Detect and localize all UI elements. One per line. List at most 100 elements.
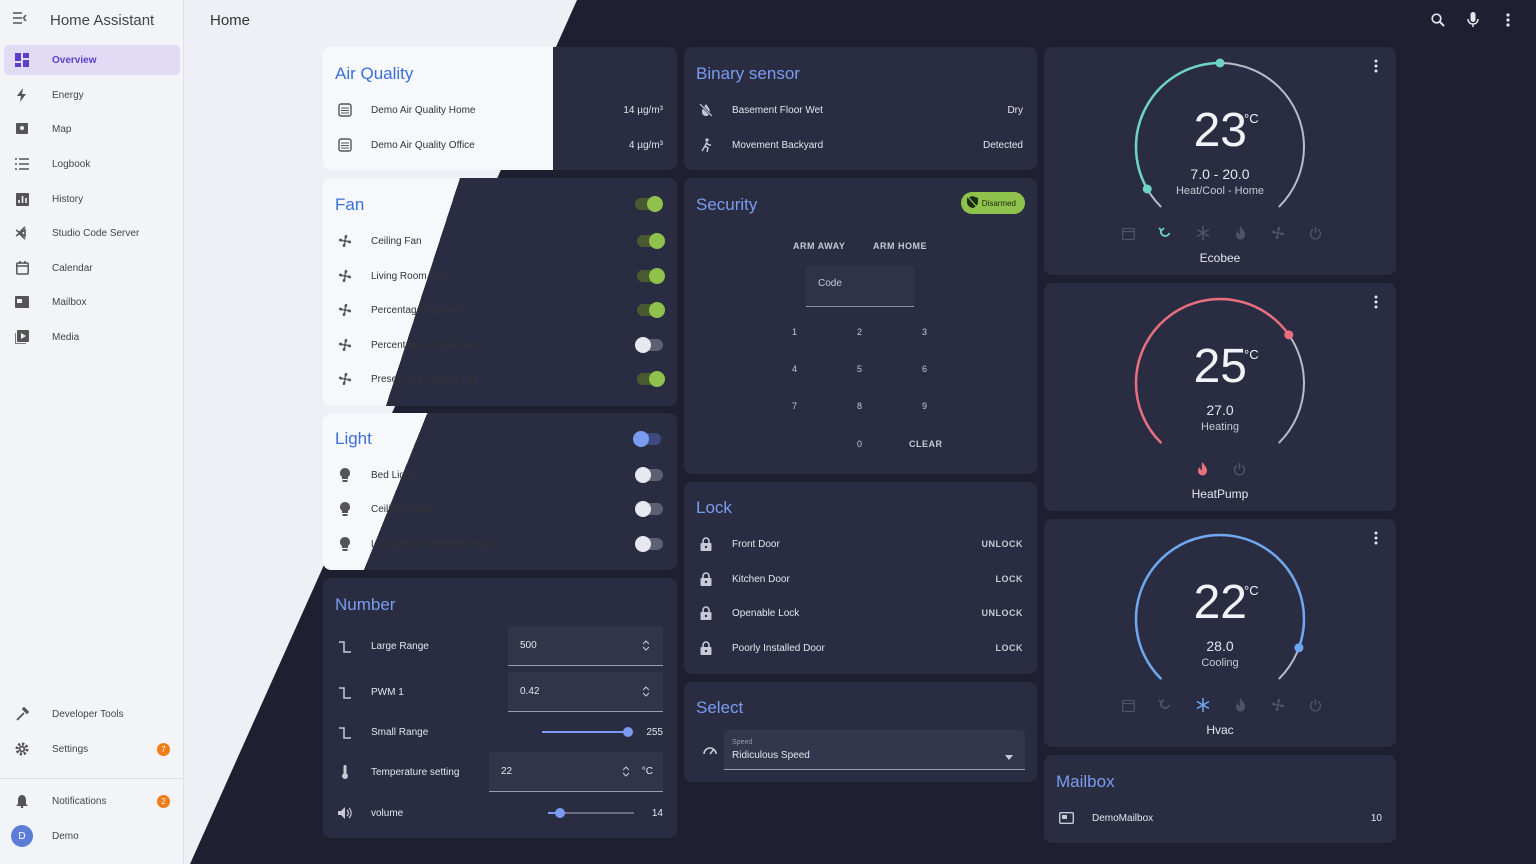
fan-toggle[interactable] [635, 337, 663, 353]
sidebar-item-notifications[interactable]: Notifications 2 [4, 786, 180, 816]
light-toggle[interactable] [635, 467, 663, 483]
lock-action-button[interactable]: LOCK [995, 574, 1023, 584]
speed-select[interactable]: Speed Ridiculous Speed [724, 730, 1025, 770]
list-item[interactable]: Percentage Full Fan [337, 300, 665, 320]
list-item[interactable]: Living Room RGBWW Lights [337, 534, 663, 554]
calendar-icon[interactable] [1120, 225, 1136, 241]
sidebar-item-studio-code-server[interactable]: Studio Code Server [4, 218, 180, 248]
arm-away-button[interactable]: ARM AWAY [793, 241, 846, 251]
overflow-menu-icon[interactable] [1500, 12, 1516, 28]
keypad-clear-button[interactable]: CLEAR [909, 439, 943, 449]
fan-icon[interactable] [1270, 225, 1286, 241]
menu-collapse-icon[interactable] [12, 11, 28, 30]
number-input[interactable]: 0.42 [508, 672, 663, 712]
code-input[interactable]: Code [806, 266, 914, 307]
lightbulb-icon [337, 536, 353, 552]
light-master-toggle[interactable] [633, 431, 661, 447]
dial-handle[interactable] [1215, 58, 1225, 68]
number-input[interactable]: 22 °C [489, 752, 663, 792]
keypad-key-2[interactable]: 2 [857, 327, 863, 337]
sidebar-item-mailbox[interactable]: Mailbox [4, 287, 180, 317]
list-item[interactable]: Ceiling Fan [337, 231, 665, 251]
list-item[interactable]: Movement Backyard Detected [698, 135, 1023, 155]
keypad-key-7[interactable]: 7 [792, 401, 798, 411]
microphone-icon[interactable] [1465, 12, 1481, 28]
number-slider[interactable] [542, 725, 634, 739]
keypad-key-3[interactable]: 3 [922, 327, 928, 337]
snowflake-icon[interactable] [1195, 225, 1211, 241]
fan-toggle[interactable] [637, 371, 665, 387]
sidebar-item-developer-tools[interactable]: Developer Tools [4, 699, 180, 729]
thermostat-dial[interactable] [1044, 47, 1396, 275]
keypad-key-8[interactable]: 8 [857, 401, 863, 411]
dial-handle[interactable] [1142, 184, 1152, 194]
fan-toggle[interactable] [637, 268, 665, 284]
list-item[interactable]: Demo Air Quality Office 4 µg/m³ [337, 135, 663, 155]
flame-icon[interactable] [1232, 697, 1248, 713]
card-title: Mailbox [1056, 772, 1115, 791]
status-label: Disarmed [981, 198, 1016, 208]
list-item[interactable]: DemoMailbox 10 [1058, 808, 1382, 828]
slider-thumb[interactable] [623, 727, 634, 737]
card-menu-icon[interactable] [1374, 295, 1380, 309]
lock-action-button[interactable]: LOCK [995, 643, 1023, 653]
fan-master-toggle[interactable] [635, 196, 663, 212]
fan-icon[interactable] [1270, 697, 1286, 713]
flame-icon[interactable] [1194, 461, 1210, 477]
keypad-key-4[interactable]: 4 [792, 364, 798, 374]
stepper-icon[interactable] [642, 640, 650, 654]
sidebar-item-calendar[interactable]: Calendar [4, 253, 180, 283]
fan-toggle[interactable] [637, 302, 665, 318]
list-item[interactable]: Living Room Fan [337, 266, 665, 286]
dial-handle[interactable] [1294, 643, 1304, 653]
power-icon[interactable] [1307, 697, 1323, 713]
list-item[interactable]: Bed Light [337, 465, 663, 485]
thermostat-dial[interactable] [1044, 519, 1396, 747]
thermostat-dial[interactable] [1044, 283, 1396, 511]
sidebar-item-energy[interactable]: Energy [4, 80, 180, 110]
number-input[interactable]: 500 [508, 626, 663, 666]
card-menu-icon[interactable] [1374, 531, 1380, 545]
keypad-key-1[interactable]: 1 [792, 327, 798, 337]
list-item[interactable]: Percentage Limited Fan [337, 335, 663, 355]
autorenew-icon[interactable] [1157, 697, 1173, 713]
sidebar-item-logbook[interactable]: Logbook [4, 149, 180, 179]
keypad-key-0[interactable]: 0 [857, 439, 863, 449]
motion-sensor-icon [698, 137, 714, 153]
card-menu-icon[interactable] [1374, 59, 1380, 73]
stepper-icon[interactable] [622, 766, 630, 780]
flame-icon[interactable] [1232, 225, 1248, 241]
keypad-key-5[interactable]: 5 [857, 364, 863, 374]
light-toggle[interactable] [635, 536, 663, 552]
sidebar-item-label: Demo [52, 830, 79, 842]
power-icon[interactable] [1307, 225, 1323, 241]
lock-action-button[interactable]: UNLOCK [981, 539, 1023, 549]
number-slider[interactable] [547, 806, 634, 820]
list-item[interactable]: Basement Floor Wet Dry [698, 100, 1023, 120]
light-toggle[interactable] [635, 501, 663, 517]
volume-icon [337, 805, 353, 821]
light-card: Light Bed Light Ceiling Lights Living Room… [323, 413, 677, 570]
dial-handle[interactable] [1284, 330, 1294, 340]
autorenew-icon[interactable] [1157, 225, 1173, 241]
sidebar-item-overview[interactable]: Overview [4, 45, 180, 75]
sidebar-item-user[interactable]: D Demo [4, 821, 180, 851]
stepper-icon[interactable] [642, 686, 650, 700]
list-item[interactable]: Ceiling Lights [337, 499, 663, 519]
sidebar-item-media[interactable]: Media [4, 322, 180, 352]
slider-thumb[interactable] [554, 808, 565, 818]
lock-action-button[interactable]: UNLOCK [981, 608, 1023, 618]
keypad-key-6[interactable]: 6 [922, 364, 928, 374]
snowflake-icon[interactable] [1195, 697, 1211, 713]
sidebar-item-settings[interactable]: Settings 7 [4, 734, 180, 764]
power-icon[interactable] [1231, 461, 1247, 477]
search-icon[interactable] [1430, 12, 1446, 28]
sidebar-item-history[interactable]: History [4, 184, 180, 214]
calendar-icon[interactable] [1120, 697, 1136, 713]
keypad-key-9[interactable]: 9 [922, 401, 928, 411]
arm-home-button[interactable]: ARM HOME [873, 241, 927, 251]
sidebar-item-map[interactable]: Map [4, 114, 180, 144]
fan-toggle[interactable] [637, 233, 665, 249]
list-item[interactable]: Demo Air Quality Home 14 µg/m³ [337, 100, 663, 120]
list-item[interactable]: Preset Only Limited Fan [337, 369, 665, 389]
